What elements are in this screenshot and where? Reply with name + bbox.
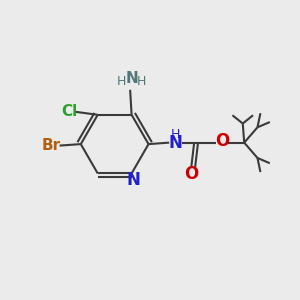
Text: N: N: [169, 134, 183, 152]
Text: H: H: [136, 75, 146, 88]
Text: N: N: [125, 71, 138, 86]
Text: N: N: [126, 171, 140, 189]
Text: O: O: [215, 132, 229, 150]
Text: Cl: Cl: [61, 104, 77, 119]
Text: H: H: [171, 128, 180, 141]
Text: H: H: [117, 75, 127, 88]
Text: Br: Br: [42, 138, 61, 153]
Text: O: O: [184, 165, 198, 183]
